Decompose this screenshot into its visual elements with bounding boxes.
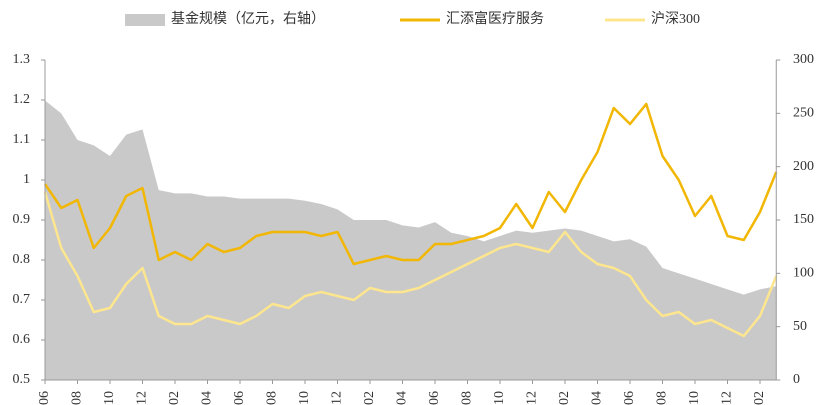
y-tick-label: 1: [23, 172, 30, 187]
y-tick-label: 0.7: [13, 292, 31, 307]
x-tick-label: 06: [37, 391, 52, 405]
line: [43, 191, 778, 338]
y2-tick-label: 50: [793, 319, 807, 334]
x-tick-label: 04: [200, 391, 215, 405]
x-tick-label: 02: [362, 391, 377, 405]
x-tick-label: 04: [395, 391, 410, 405]
x-tick-label: 12: [330, 391, 345, 405]
x-tick-label: 12: [135, 391, 150, 405]
y-tick-label: 0.9: [13, 212, 31, 227]
x-tick-label: 10: [102, 391, 117, 405]
line: [43, 102, 778, 266]
x-tick-label: 02: [167, 391, 182, 405]
x-tick-label: 06: [232, 391, 247, 405]
x-tick-label: 04: [590, 391, 605, 405]
y-tick-label: 0.8: [13, 252, 31, 267]
y2-tick-label: 300: [793, 52, 814, 67]
x-tick-label: 06: [622, 391, 637, 405]
y2-tick-label: 200: [793, 159, 814, 174]
legend-label: 汇添富医疗服务: [446, 10, 544, 27]
y-tick-label: 0.5: [13, 372, 31, 387]
x-tick-label: 02: [752, 391, 767, 405]
y-tick-label: 1.3: [13, 52, 31, 67]
x-tick-label: 10: [297, 391, 312, 405]
y2-tick-label: 0: [793, 372, 800, 387]
x-tick-label: 12: [720, 391, 735, 405]
x-tick-label: 10: [492, 391, 507, 405]
y2-tick-label: 250: [793, 106, 814, 121]
x-tick-label: 08: [655, 391, 670, 405]
x-tick-label: 02: [557, 391, 572, 405]
y-tick-label: 1.2: [13, 92, 31, 107]
x-tick-label: 06: [427, 391, 442, 405]
y-tick-label: 1.1: [13, 132, 31, 147]
x-tick-label: 08: [265, 391, 280, 405]
x-tick-label: 08: [70, 391, 85, 405]
y-tick-label: 0.6: [13, 332, 31, 347]
legend-label: 沪深300: [651, 11, 700, 27]
x-tick-label: 10: [687, 391, 702, 405]
y2-tick-label: 150: [793, 212, 814, 227]
x-tick-label: 12: [525, 391, 540, 405]
legend-swatch: [125, 14, 165, 26]
legend-label: 基金规模（亿元，右轴）: [171, 10, 325, 27]
area: [45, 100, 777, 381]
y2-tick-label: 100: [793, 266, 814, 281]
x-tick-label: 08: [460, 391, 475, 405]
